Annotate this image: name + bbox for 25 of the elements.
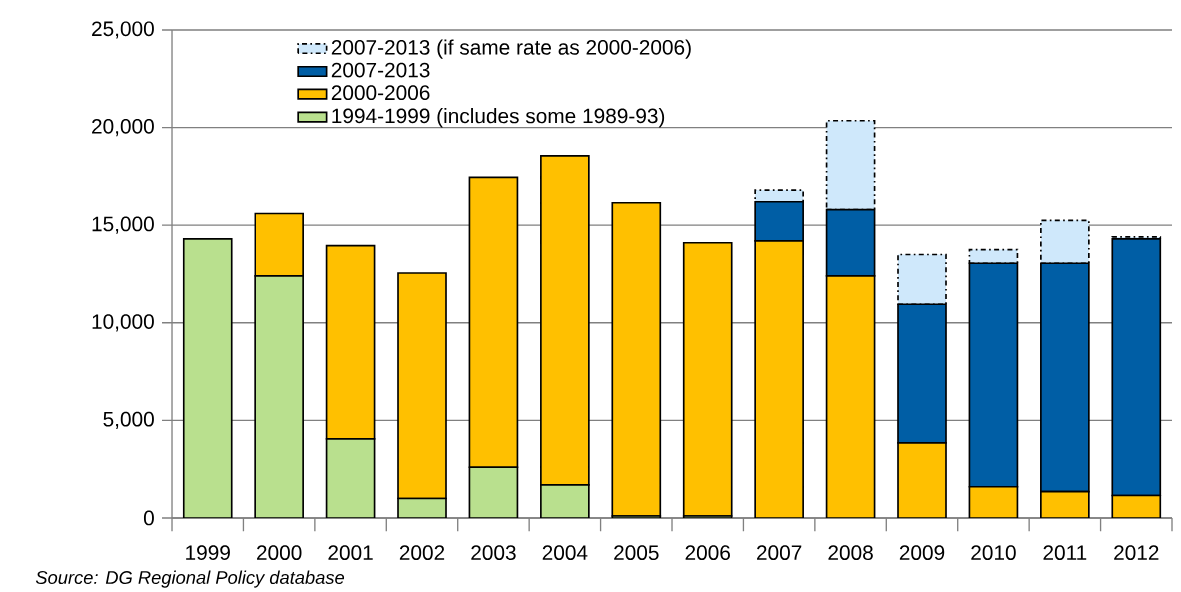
x-tick-label: 2012 (1114, 545, 1159, 561)
x-tick-label: 2005 (614, 545, 659, 561)
x-tick-label: 2003 (471, 545, 516, 561)
legend-label: 2007-2013 (331, 62, 430, 78)
source-note: Source: DG Regional Policy database (35, 570, 345, 588)
x-tick-label: 2002 (399, 545, 445, 561)
legend-label: 2007-2013 (if same rate as 2000-2006) (331, 39, 691, 59)
x-tick-label: 2008 (828, 545, 873, 561)
x-tick-label: 2006 (685, 545, 730, 561)
x-tick-label: 2007 (757, 545, 802, 561)
x-tick-label: 2001 (328, 545, 373, 561)
x-tick-label: 2010 (971, 545, 1016, 561)
x-tick-label: 2009 (899, 545, 945, 561)
y-tick-label: 0 (143, 510, 154, 526)
y-tick-label: 20,000 (92, 119, 154, 137)
y-tick-label: 5,000 (103, 411, 154, 429)
x-tick-label: 2004 (542, 545, 588, 561)
y-tick-label: 15,000 (92, 216, 154, 234)
x-tick-label: 2000 (257, 545, 302, 561)
legend-label: 1994-1999 (includes some 1989-93) (332, 107, 665, 128)
x-tick-label: 1999 (186, 545, 230, 561)
y-tick-label: 10,000 (92, 314, 154, 332)
legend-label: 2000-2006 (331, 85, 430, 101)
x-tick-label: 2011 (1043, 545, 1087, 561)
y-tick-label: 25,000 (92, 21, 154, 39)
